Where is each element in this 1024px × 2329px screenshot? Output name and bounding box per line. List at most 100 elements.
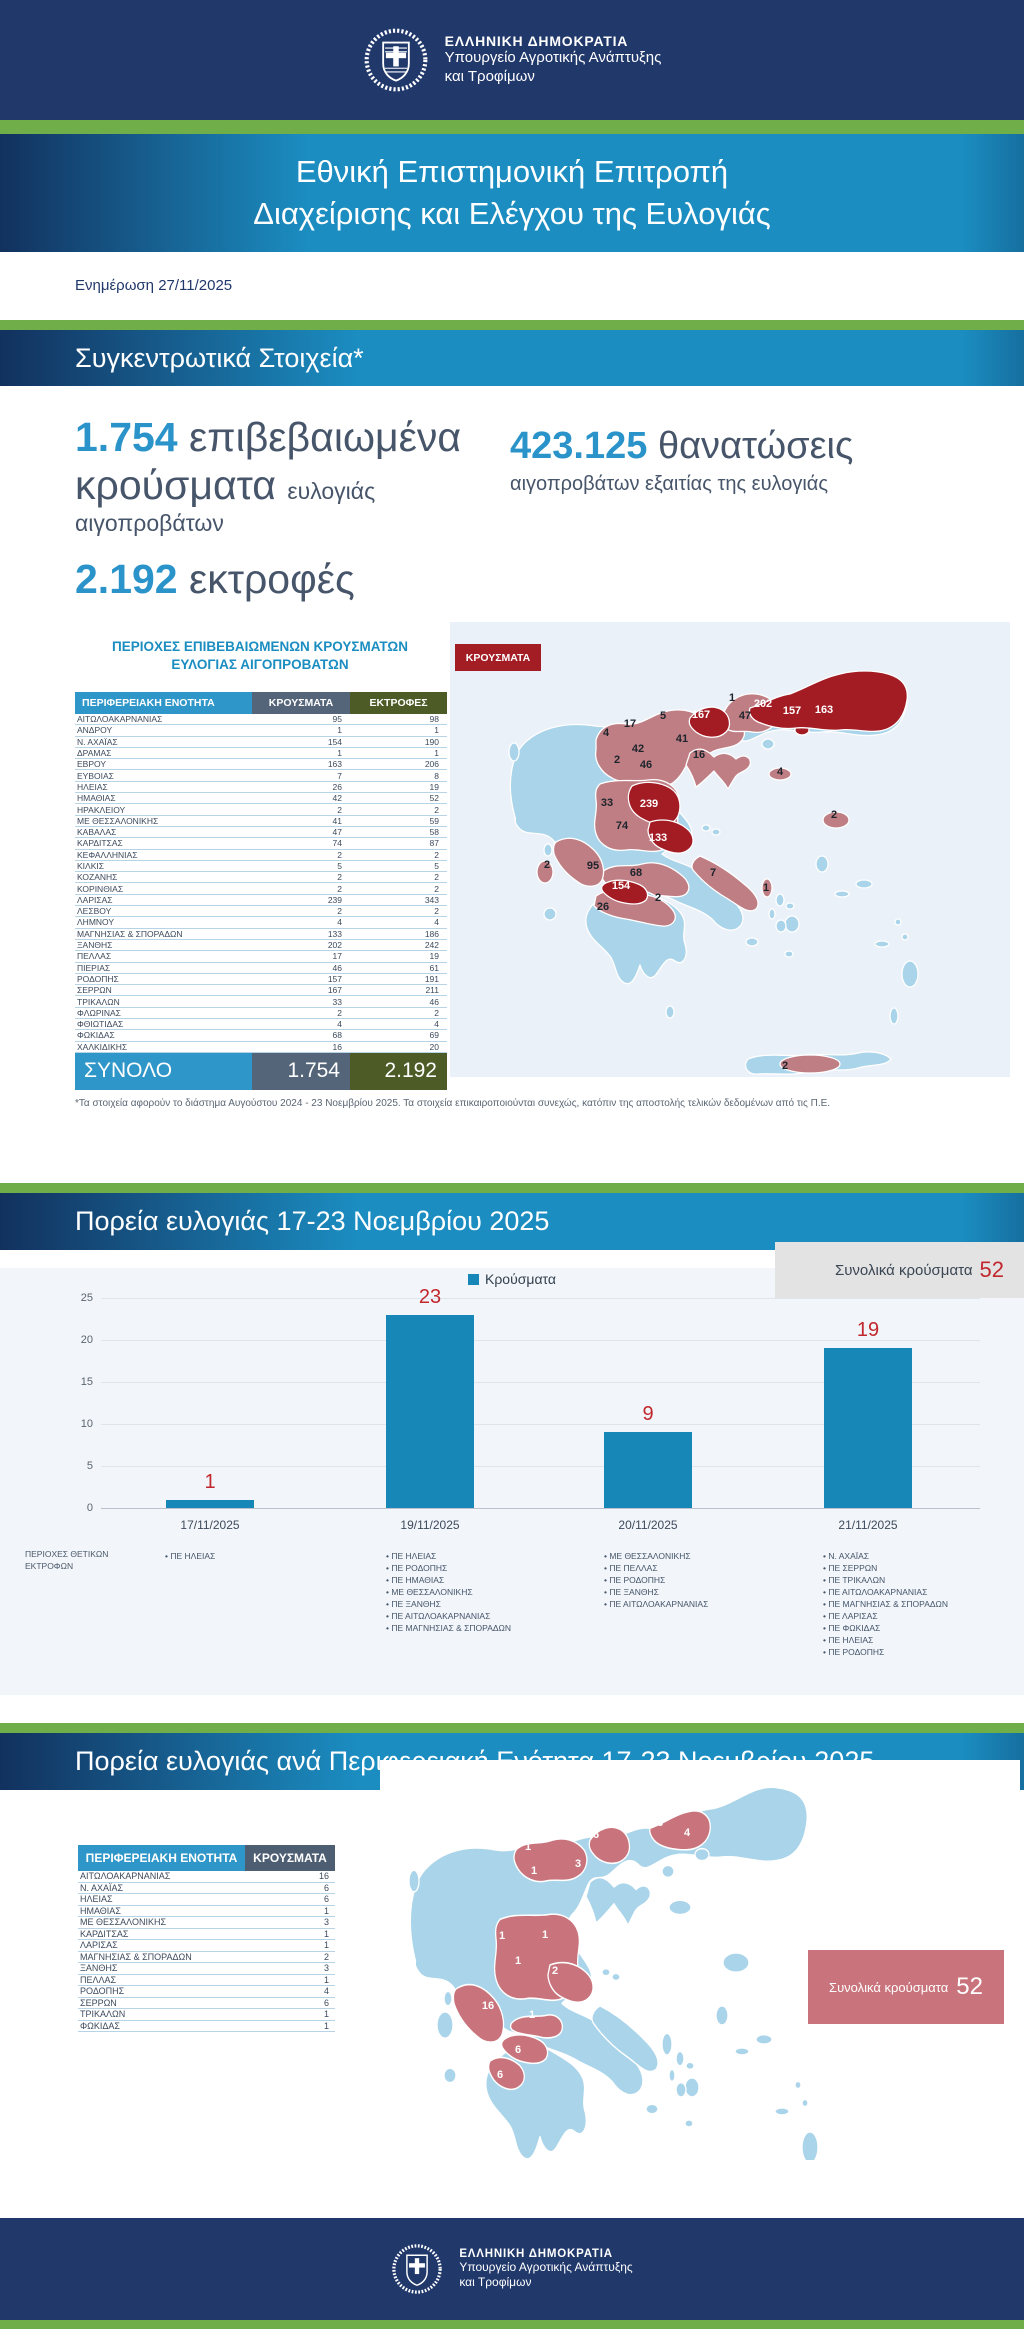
green-divider [0, 2320, 1024, 2329]
map-case-count: 4 [602, 727, 610, 739]
map-case-count: 1 [762, 882, 770, 894]
region-row: Ν. ΑΧΑΪΑΣ 6 [78, 1883, 335, 1894]
map-case-count: 41 [675, 733, 689, 745]
greece-cases-map: ΚΡΟΥΣΜΑΤΑ 4 17 5 1 202 157 163 167 47 41 42 2 46 16 4 2… [450, 622, 1010, 1077]
stat-deaths: 423.125 θανατώσεις αιγοπροβάτων εξαιτίας… [510, 425, 854, 495]
map-case-count: 4 [683, 1827, 691, 1839]
greek-emblem-icon [392, 2244, 443, 2294]
section-title-summary: Συγκεντρωτικά Στοιχεία* [0, 330, 1024, 386]
region-row: ΦΘΙΩΤΙΔΑΣ 4 4 [75, 1019, 447, 1031]
map-case-count: 2 [613, 754, 621, 766]
map-case-count: 157 [782, 705, 802, 717]
map-case-count: 46 [639, 759, 653, 771]
map-case-count: 1 [728, 692, 736, 704]
list-item: • ΠΕ ΣΕΡΡΩΝ [823, 1563, 878, 1573]
list-item: • ΠΕ ΑΙΤΩΛΟΑΚΑΡΝΑΝΙΑΣ [823, 1587, 928, 1597]
region-row: ΣΕΡΡΩΝ 6 [78, 1998, 335, 2009]
map-case-count: 1 [528, 2009, 536, 2021]
bar-value-label: 1 [204, 1470, 216, 1493]
map-case-count: 1 [514, 1955, 522, 1967]
region-row: ΚΟΖΑΝΗΣ 2 2 [75, 872, 447, 884]
positive-farms-list: • ΜΕ ΘΕΣΣΑΛΟΝΙΚΗΣ • ΠΕ ΠΕΛΛΑΣ • ΠΕ ΡΟΔΟΠΗΣ… [604, 1550, 804, 1610]
bar [386, 1314, 474, 1508]
map-case-count: 4 [776, 766, 784, 778]
y-tick-label: 15 [80, 1376, 93, 1388]
region-row: ΚΑΒΑΛΑΣ 47 58 [75, 827, 447, 839]
green-divider [0, 1183, 1024, 1193]
map-case-count: 16 [481, 2000, 495, 2012]
map-case-count: 2 [830, 809, 838, 821]
region-row: ΕΒΡΟΥ 163 206 [75, 759, 447, 771]
list-item: • ΠΕ ΞΑΝΘΗΣ [604, 1587, 659, 1597]
region-row: ΑΙΤΩΛΟΑΚΑΡΝΑΝΙΑΣ 95 98 [75, 714, 447, 726]
region-row: ΦΩΚΙΔΑΣ 68 69 [75, 1030, 447, 1042]
region-row: ΛΑΡΙΣΑΣ 239 343 [75, 895, 447, 907]
bar [604, 1432, 692, 1508]
bar [166, 1499, 254, 1508]
map-case-count: 42 [631, 743, 645, 755]
list-item: • ΠΕ ΗΛΕΙΑΣ [823, 1635, 874, 1645]
region-row: ΔΡΑΜΑΣ 1 1 [75, 748, 447, 760]
region-row: ΚΕΦΑΛΛΗΝΙΑΣ 2 2 [75, 850, 447, 861]
region-row: ΜΕ ΘΕΣΣΑΛΟΝΙΚΗΣ 3 [78, 1917, 335, 1929]
region-row: ΛΑΡΙΣΑΣ 1 [78, 1940, 335, 1952]
region-row: ΤΡΙΚΑΛΩΝ 1 [78, 2009, 335, 2021]
map-case-count: 95 [586, 860, 600, 872]
map-case-count: 2 [654, 892, 662, 904]
greek-emblem-icon [364, 28, 428, 92]
map-case-count: 3 [656, 1817, 664, 1829]
map-case-count: 1 [541, 1929, 549, 1941]
map-case-count: 68 [629, 867, 643, 879]
weekly-total-value: 52 [979, 1257, 1004, 1282]
region-row: ΑΝΔΡΟΥ 1 1 [75, 725, 447, 737]
gridline [101, 1340, 980, 1341]
stat-deaths-value: 423.125 [510, 425, 648, 467]
region-row: ΦΛΩΡΙΝΑΣ 2 2 [75, 1008, 447, 1020]
y-tick-label: 5 [86, 1460, 93, 1472]
weekly-regions-table: ΠΕΡΙΦΕΡΕΙΑΚΗ ΕΝΟΤΗΤΑ ΚΡΟΥΣΜΑΤΑ ΑΙΤΩΛΟΑΚΑ… [78, 1845, 335, 2032]
list-item: • ΠΕ ΤΡΙΚΑΛΩΝ [823, 1575, 886, 1585]
map-case-count: 2 [551, 1965, 559, 1977]
list-item: • ΠΕ ΠΕΛΛΑΣ [604, 1563, 658, 1573]
bar-value-label: 23 [418, 1285, 442, 1308]
list-item: • ΠΕ ΗΜΑΘΙΑΣ [386, 1575, 445, 1585]
list-item: • ΠΕ ΛΑΡΙΣΑΣ [823, 1611, 878, 1621]
banner-line2: Διαχείρισης και Ελέγχου της Ευλογιάς [253, 196, 771, 231]
list-item: • ΠΕ ΞΑΝΘΗΣ [386, 1599, 441, 1609]
region-row: Ν. ΑΧΑΪΑΣ 154 190 [75, 737, 447, 748]
brand: ΕΛΛΗΝΙΚΗ ΔΗΜΟΚΡΑΤΙΑ Υπουργείο Αγροτικής … [363, 27, 661, 93]
map-case-count: 2 [781, 1060, 789, 1072]
table1-total-row: ΣΥΝΟΛΟ 1.754 2.192 [75, 1052, 447, 1090]
org-name: ΕΛΛΗΝΙΚΗ ΔΗΜΟΚΡΑΤΙΑ [444, 33, 629, 50]
stat-confirmed-cases: 1.754 επιβεβαιωμένα κρούσματα ευλογιάς α… [75, 414, 462, 536]
stat-farms-value: 2.192 [75, 556, 178, 602]
region-row: ΜΕ ΘΕΣΣΑΛΟΝΙΚΗΣ 41 59 [75, 816, 447, 827]
map-case-count: 16 [692, 749, 706, 761]
map-case-count: 5 [659, 710, 667, 722]
list-item: • ΠΕ ΑΙΤΩΛΟΑΚΑΡΝΑΝΙΑΣ [604, 1599, 709, 1609]
list-item: • ΠΕ ΦΩΚΙΔΑΣ [823, 1623, 881, 1633]
region-row: ΗΜΑΘΙΑΣ 1 [78, 1906, 335, 1917]
region-row: ΜΑΓΝΗΣΙΑΣ & ΣΠΟΡΑΔΩΝ 2 [78, 1952, 335, 1963]
bar-value-label: 19 [856, 1319, 880, 1342]
bar [824, 1348, 912, 1508]
region-row: ΠΙΕΡΙΑΣ 46 61 [75, 963, 447, 974]
gridline [101, 1298, 980, 1299]
map-case-count: 74 [615, 820, 629, 832]
region-row: ΞΑΝΘΗΣ 202 242 [75, 940, 447, 952]
map-case-count: 6 [514, 2044, 522, 2056]
list-item: • ΜΕ ΘΕΣΣΑΛΟΝΙΚΗΣ [386, 1587, 473, 1597]
map-case-count: 7 [709, 867, 717, 879]
footnote: *Τα στοιχεία αφορούν το διάστημα Αυγούστ… [75, 1098, 831, 1109]
banner-line1: Εθνική Επιστημονική Επιτροπή [295, 154, 729, 190]
weekly-total-value-map: 52 [956, 1973, 983, 2000]
region-row: ΛΗΜΝΟΥ 4 4 [75, 917, 447, 929]
region-row: ΡΟΔΟΠΗΣ 157 191 [75, 974, 447, 986]
legend-label: Κρούσματα [485, 1271, 556, 1287]
y-tick-label: 20 [80, 1334, 93, 1346]
map-case-count: 33 [600, 797, 614, 809]
table1-rows: ΑΙΤΩΛΟΑΚΑΡΝΑΝΙΑΣ 95 98 ΑΝΔΡΟΥ 1 1 Ν. ΑΧΑΪΑΣ 154… [75, 714, 447, 1053]
gridline [101, 1382, 980, 1383]
region-row: ΠΕΛΛΑΣ 17 19 [75, 951, 447, 963]
